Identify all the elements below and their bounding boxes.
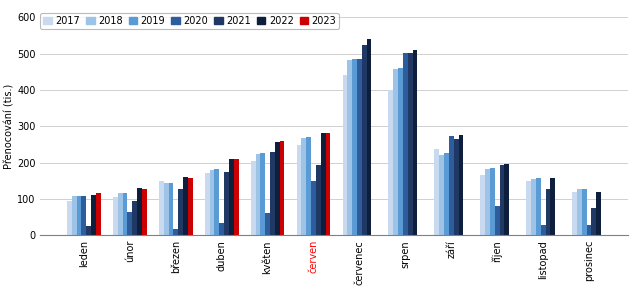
Bar [592,208,597,235]
Bar [577,189,582,235]
Bar [504,164,509,235]
Bar [357,59,362,235]
Bar [260,153,265,235]
Bar [118,193,123,235]
Bar [113,197,118,235]
Bar [389,90,393,235]
Bar [550,178,555,235]
Bar [444,153,449,235]
Bar [82,196,87,235]
Bar [536,178,541,235]
Bar [219,223,224,235]
Bar [296,145,301,235]
Bar [188,178,193,235]
Bar [531,179,536,235]
Bar [495,206,500,235]
Bar [255,154,260,235]
Bar [307,137,311,235]
Bar [545,189,550,235]
Bar [178,189,183,235]
Bar [132,201,137,235]
Bar [393,69,398,235]
Bar [352,59,357,235]
Bar [321,133,325,235]
Bar [582,189,586,235]
Bar [311,181,316,235]
Bar [210,170,214,235]
Bar [275,142,279,235]
Bar [128,212,132,235]
Bar [67,201,72,235]
Bar [367,39,372,235]
Bar [87,226,91,235]
Bar [413,50,417,235]
Bar [348,60,352,235]
Bar [459,135,463,235]
Bar [408,53,413,235]
Bar [173,229,178,235]
Bar [301,138,307,235]
Bar [214,169,219,235]
Bar [343,75,348,235]
Bar [485,169,490,235]
Bar [72,196,76,235]
Bar [76,196,82,235]
Bar [526,181,531,235]
Bar [183,177,188,235]
Bar [164,183,169,235]
Bar [229,159,234,235]
Bar [251,161,255,235]
Bar [362,45,367,235]
Bar [500,165,504,235]
Y-axis label: Přenocování (tis.): Přenocování (tis.) [4,84,14,169]
Bar [159,181,164,235]
Bar [480,175,485,235]
Bar [270,152,275,235]
Bar [572,192,577,235]
Bar [123,193,128,235]
Bar [265,213,270,235]
Bar [454,139,459,235]
Bar [325,133,331,235]
Bar [597,192,601,235]
Bar [490,168,495,235]
Bar [316,165,321,235]
Bar [398,68,403,235]
Bar [279,141,284,235]
Bar [586,225,592,235]
Bar [234,159,238,235]
Bar [96,193,100,235]
Bar [205,173,210,235]
Bar [224,172,229,235]
Bar [449,136,454,235]
Bar [541,225,545,235]
Bar [434,149,439,235]
Bar [169,183,173,235]
Bar [137,188,142,235]
Bar [142,189,147,235]
Bar [439,155,444,235]
Bar [403,53,408,235]
Bar [91,194,96,235]
Legend: 2017, 2018, 2019, 2020, 2021, 2022, 2023: 2017, 2018, 2019, 2020, 2021, 2022, 2023 [40,13,339,29]
